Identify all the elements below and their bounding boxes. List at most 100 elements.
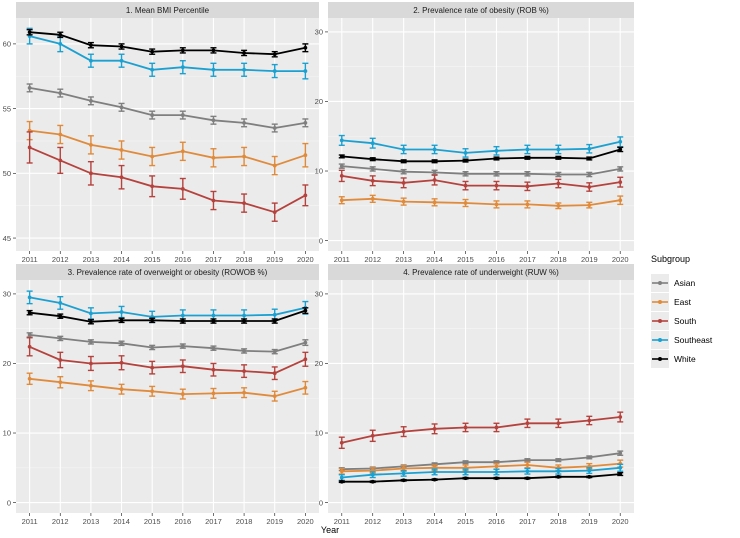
data-point — [556, 172, 561, 177]
data-point — [556, 421, 561, 426]
series-line — [29, 345, 306, 375]
data-point — [242, 67, 246, 72]
data-point — [180, 149, 185, 154]
y-tick-label: 10 — [315, 429, 323, 438]
data-point — [339, 469, 344, 474]
data-point — [401, 429, 406, 434]
series-line — [341, 165, 621, 176]
panel-title: 1. Mean BMI Percentile — [126, 6, 210, 15]
data-point — [150, 49, 155, 54]
data-point — [27, 376, 32, 381]
data-point — [401, 199, 406, 204]
legend-key-point — [658, 319, 662, 323]
x-tick-label: 2012 — [52, 255, 69, 264]
data-point — [211, 118, 216, 123]
data-point — [58, 380, 63, 385]
data-point — [587, 172, 592, 177]
data-point — [211, 313, 216, 318]
y-tick-label: 55 — [3, 104, 11, 113]
legend-label: Asian — [674, 278, 696, 288]
data-point — [180, 344, 185, 348]
data-point — [211, 198, 216, 203]
x-tick-label: 2017 — [205, 255, 222, 264]
data-point — [463, 201, 468, 205]
data-point — [370, 433, 375, 438]
x-tick-label: 2016 — [488, 255, 505, 264]
y-tick-label: 60 — [3, 40, 11, 49]
data-point — [618, 451, 623, 456]
legend-key-point — [658, 338, 662, 342]
data-point — [587, 185, 592, 189]
series-southeast — [338, 463, 624, 482]
x-tick-label: 2011 — [334, 255, 350, 264]
series-line — [341, 197, 621, 207]
series-line — [341, 473, 621, 483]
data-point — [242, 319, 246, 323]
panel-3: 3. Prevalence rate of overweight or obes… — [3, 264, 319, 526]
panel-title: 2. Prevalence rate of obesity (ROB %) — [413, 6, 549, 15]
data-point — [211, 67, 216, 72]
data-point — [432, 159, 437, 164]
data-point — [370, 196, 375, 201]
series-east — [338, 194, 624, 210]
x-tick-label: 2020 — [612, 255, 629, 264]
legend: Subgroup Asian East South Southeast White — [651, 254, 713, 368]
y-tick-label: 10 — [315, 167, 323, 176]
data-point — [272, 163, 277, 168]
data-point — [119, 175, 124, 180]
data-point — [119, 148, 124, 152]
legend-key-point — [658, 300, 662, 304]
data-point — [587, 156, 592, 161]
data-point — [401, 466, 406, 471]
data-point — [180, 313, 185, 318]
x-tick-label: 2017 — [519, 255, 536, 264]
data-point — [180, 65, 185, 70]
data-point — [58, 301, 63, 305]
data-point — [272, 52, 277, 57]
data-point — [463, 460, 468, 465]
y-tick-label: 0 — [7, 498, 11, 507]
data-point — [463, 425, 468, 430]
series-asian — [26, 332, 309, 355]
data-point — [58, 91, 63, 95]
data-point — [150, 365, 155, 370]
series-white — [338, 471, 624, 484]
data-point — [618, 472, 623, 476]
series-line — [29, 129, 306, 167]
data-point — [432, 170, 437, 175]
data-point — [180, 319, 185, 323]
panel-1: 1. Mean BMI Percentile 45 50 55 60 2011 2012 20… — [3, 2, 319, 264]
data-point — [463, 183, 468, 188]
data-point — [587, 418, 592, 423]
chart-panels: 1. Mean BMI Percentile 45 50 55 60 2011 2012 20… — [3, 2, 634, 526]
series-white — [26, 307, 309, 325]
data-point — [272, 210, 277, 215]
data-point — [180, 364, 185, 369]
data-point — [463, 171, 468, 176]
data-point — [401, 478, 406, 483]
x-tick-label: 2018 — [550, 517, 567, 526]
data-point — [494, 470, 499, 474]
data-point — [303, 357, 308, 362]
series-asian — [26, 83, 309, 133]
series-line — [29, 87, 306, 129]
x-tick-label: 2015 — [144, 255, 161, 264]
data-point — [119, 360, 124, 365]
data-point — [150, 318, 155, 323]
data-point — [525, 184, 530, 189]
series-asian — [338, 163, 624, 178]
data-point — [58, 32, 63, 37]
data-point — [119, 387, 124, 392]
data-point — [556, 203, 561, 208]
series-line — [341, 139, 621, 154]
panel-title: 3. Prevalence rate of overweight or obes… — [68, 268, 268, 277]
data-point — [180, 48, 185, 53]
series-line — [341, 148, 621, 163]
data-point — [618, 415, 623, 419]
data-point — [432, 470, 437, 474]
data-point — [211, 319, 216, 323]
data-point — [119, 341, 124, 346]
data-point — [58, 132, 63, 137]
data-point — [370, 141, 375, 146]
